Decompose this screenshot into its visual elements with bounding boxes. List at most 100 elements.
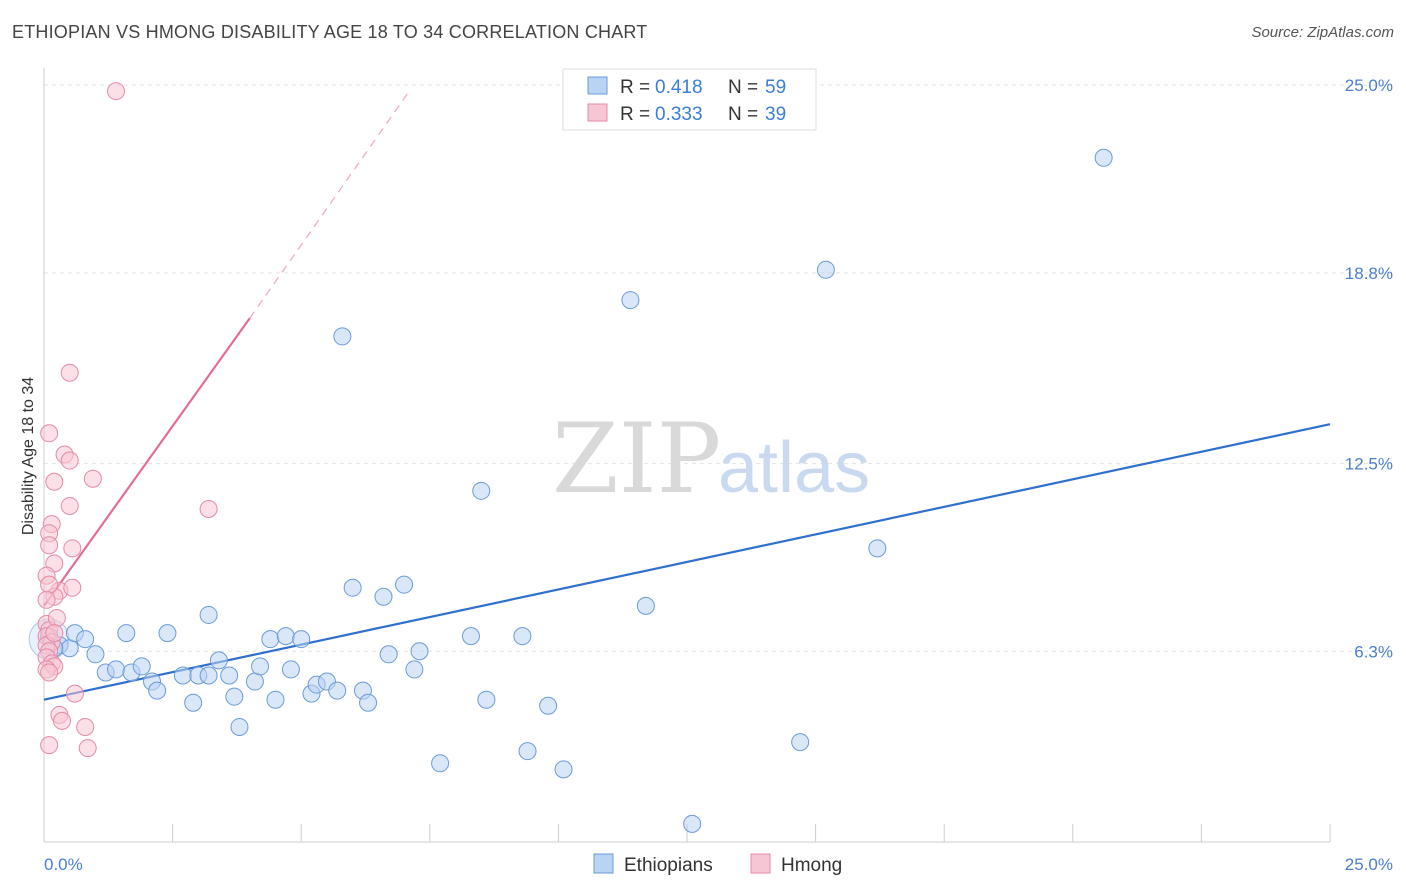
point-hmong [60,363,79,382]
legend-r-label: R = [620,77,650,98]
point-ethiopians [158,624,177,643]
point-hmong [40,536,59,555]
point-hmong [40,736,59,755]
point-hmong [53,711,72,730]
point-ethiopians [431,754,450,773]
point-ethiopians [60,639,79,658]
y-axis-label: Disability Age 18 to 34 [20,377,37,535]
point-hmong [78,739,97,758]
axes [43,68,1331,843]
bottom-legend-label-hmong: Hmong [781,855,842,876]
point-ethiopians [86,645,105,664]
point-ethiopians [395,575,414,594]
point-ethiopians [410,642,429,661]
point-ethiopians [261,630,280,649]
point-ethiopians [230,717,249,736]
point-ethiopians [199,666,218,685]
point-ethiopians [477,690,496,709]
legend-r-value: 0.333 [655,104,703,125]
point-ethiopians [333,327,352,346]
x-tick-label: 0.0% [44,855,83,874]
point-ethiopians [1094,148,1113,167]
point-hmong [40,575,59,594]
point-ethiopians [117,624,136,643]
point-hmong [45,472,64,491]
point-hmong [63,578,82,597]
watermark-zip: ZIP [552,403,721,515]
x-tick-label: 25.0% [1345,855,1393,874]
point-hmong [40,424,59,443]
y-tick-label: 25.0% [1345,76,1393,95]
point-ethiopians [343,578,362,597]
x-tick-labels: 0.0% 25.0% [44,855,1393,874]
legend: R = 0.418 N = 59 R = 0.333 N = 39 [562,68,817,131]
point-ethiopians [220,666,239,685]
point-hmong [40,663,59,682]
point-ethiopians [621,291,640,310]
point-ethiopians [405,660,424,679]
y-tick-label: 12.5% [1345,455,1393,474]
point-hmong [45,624,64,643]
point-ethiopians [199,605,218,624]
point-ethiopians [518,742,537,761]
point-hmong [199,499,218,518]
point-ethiopians [276,627,295,646]
legend-swatch-ethiopians [587,76,608,95]
point-ethiopians [868,539,887,558]
legend-r-label: R = [620,104,650,125]
y-tick-label: 6.3% [1354,642,1393,661]
trend-lines [43,90,1331,701]
chart-title: ETHIOPIAN VS HMONG DISABILITY AGE 18 TO … [12,22,648,42]
point-ethiopians [184,693,203,712]
bottom-legend: Ethiopians Hmong [593,853,842,876]
point-ethiopians [292,630,311,649]
y-tick-labels: 6.3% 12.5% 18.8% 25.0% [1345,76,1393,661]
point-ethiopians [636,596,655,615]
point-hmong [65,684,84,703]
legend-n-value: 39 [765,104,786,125]
legend-n-label: N = [728,104,758,125]
legend-n-label: N = [728,77,758,98]
watermark: ZIP atlas [552,403,870,515]
point-ethiopians [245,672,264,691]
point-ethiopians [148,681,167,700]
point-ethiopians [513,627,532,646]
point-ethiopians [359,693,378,712]
legend-n-value: 59 [765,77,786,98]
point-ethiopians [328,681,347,700]
trend-line-ethiopians [43,423,1331,701]
point-ethiopians [539,696,558,715]
trend-line-hmong [43,317,251,607]
source-label: Source: ZipAtlas.com [1251,24,1394,41]
point-ethiopians [225,687,244,706]
scatter-points [28,82,1113,833]
point-ethiopians [683,814,702,833]
bottom-legend-swatch-hmong [750,853,771,874]
bottom-legend-swatch-ethiopians [593,853,614,874]
point-ethiopians [132,657,151,676]
point-ethiopians [379,645,398,664]
point-hmong [107,82,126,101]
point-ethiopians [281,660,300,679]
point-ethiopians [251,657,270,676]
trend-line-hmong-extension [249,90,410,319]
point-ethiopians [76,630,95,649]
legend-r-value: 0.418 [655,77,703,98]
watermark-atlas: atlas [718,428,870,508]
point-hmong [37,590,56,609]
legend-swatch-hmong [587,103,608,122]
point-hmong [47,608,66,627]
point-hmong [83,469,102,488]
point-ethiopians [461,627,480,646]
point-hmong [60,496,79,515]
point-ethiopians [173,666,192,685]
point-ethiopians [554,760,573,779]
y-tick-label: 18.8% [1345,264,1393,283]
point-ethiopians [209,651,228,670]
point-hmong [76,717,95,736]
bottom-legend-label-ethiopians: Ethiopians [624,855,713,876]
point-ethiopians [107,660,126,679]
point-ethiopians [472,481,491,500]
point-hmong [63,539,82,558]
